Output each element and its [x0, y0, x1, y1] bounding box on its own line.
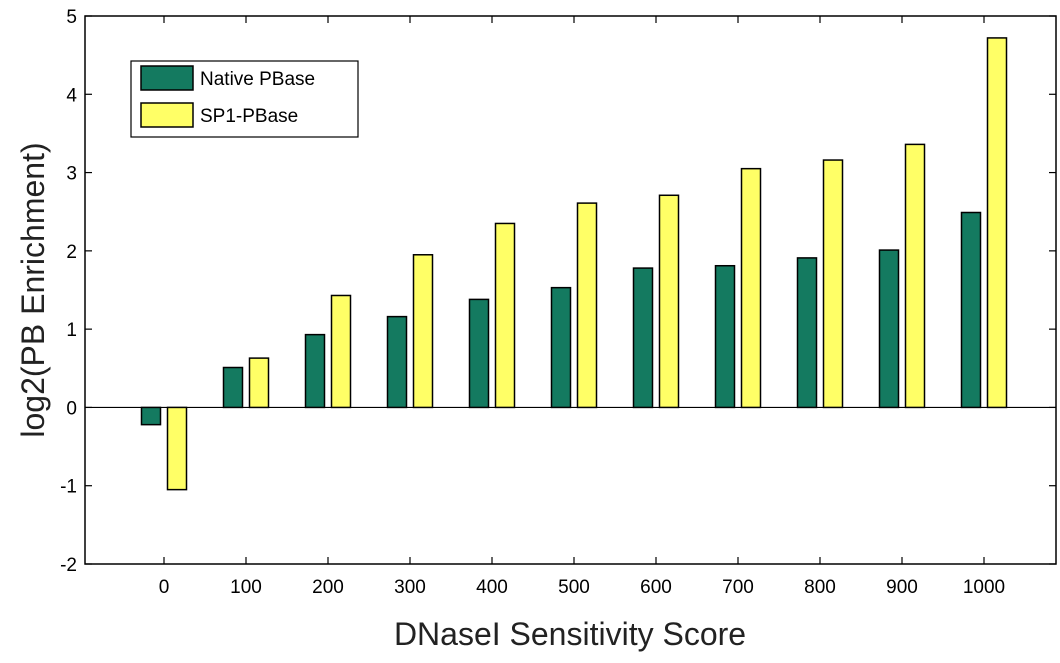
- bar-sp1-pbase-400: [494, 222, 516, 409]
- x-tick-label: 900: [886, 577, 918, 598]
- bar-native-pbase-800: [796, 257, 818, 409]
- legend-swatch-native-pbase: [140, 65, 194, 91]
- x-tick-label: 600: [640, 577, 672, 598]
- bar-native-pbase-1000: [960, 211, 982, 409]
- bar-sp1-pbase-500: [576, 202, 598, 409]
- legend-label-sp1-pbase: SP1-PBase: [200, 106, 298, 127]
- y-axis-title: log2(PB Enrichment): [15, 142, 51, 437]
- bar-sp1-pbase-200: [330, 294, 352, 409]
- bar-sp1-pbase-600: [658, 194, 680, 409]
- y-tick-label: 1: [66, 320, 77, 341]
- x-tick-label: 300: [394, 577, 426, 598]
- legend: Native PBase SP1-PBase: [130, 60, 359, 138]
- bar-sp1-pbase-700: [740, 167, 762, 409]
- bar-sp1-pbase-800: [822, 159, 844, 409]
- bar-native-pbase-700: [714, 264, 736, 409]
- y-tick-label: 0: [66, 398, 77, 419]
- x-axis: 0 100 200 300 400 500 600 700 800 900 1000: [159, 16, 1005, 598]
- bar-native-pbase-100: [222, 366, 244, 409]
- bars-group: [140, 37, 1008, 491]
- bar-native-pbase-600: [632, 267, 654, 409]
- bar-sp1-pbase-0: [166, 406, 188, 491]
- bar-native-pbase-500: [550, 286, 572, 409]
- x-tick-label: 0: [159, 577, 170, 598]
- x-tick-label: 200: [312, 577, 344, 598]
- y-tick-label: -1: [60, 477, 77, 498]
- x-tick-label: 1000: [963, 577, 1005, 598]
- bar-sp1-pbase-300: [412, 254, 434, 409]
- y-tick-label: 2: [66, 242, 77, 263]
- bar-native-pbase-200: [304, 333, 326, 409]
- x-tick-label: 100: [230, 577, 262, 598]
- y-axis: -2 -1 0 1 2 3 4 5: [60, 7, 1056, 576]
- bar-sp1-pbase-900: [904, 143, 926, 409]
- legend-swatch-sp1-pbase: [140, 102, 194, 128]
- x-tick-label: 700: [722, 577, 754, 598]
- x-tick-label: 800: [804, 577, 836, 598]
- y-tick-label: 5: [66, 7, 77, 28]
- x-axis-title: DNaseI Sensitivity Score: [394, 616, 746, 652]
- x-tick-label: 500: [558, 577, 590, 598]
- y-tick-label: 3: [66, 164, 77, 185]
- bar-native-pbase-900: [878, 249, 900, 409]
- bar-native-pbase-300: [386, 315, 408, 409]
- bar-native-pbase-400: [468, 298, 490, 409]
- y-tick-label: -2: [60, 555, 77, 576]
- bar-native-pbase-0: [140, 406, 162, 426]
- y-tick-label: 4: [66, 85, 77, 106]
- bar-sp1-pbase-100: [248, 357, 270, 409]
- x-tick-label: 400: [476, 577, 508, 598]
- bar-sp1-pbase-1000: [986, 37, 1008, 409]
- legend-label-native-pbase: Native PBase: [200, 69, 315, 90]
